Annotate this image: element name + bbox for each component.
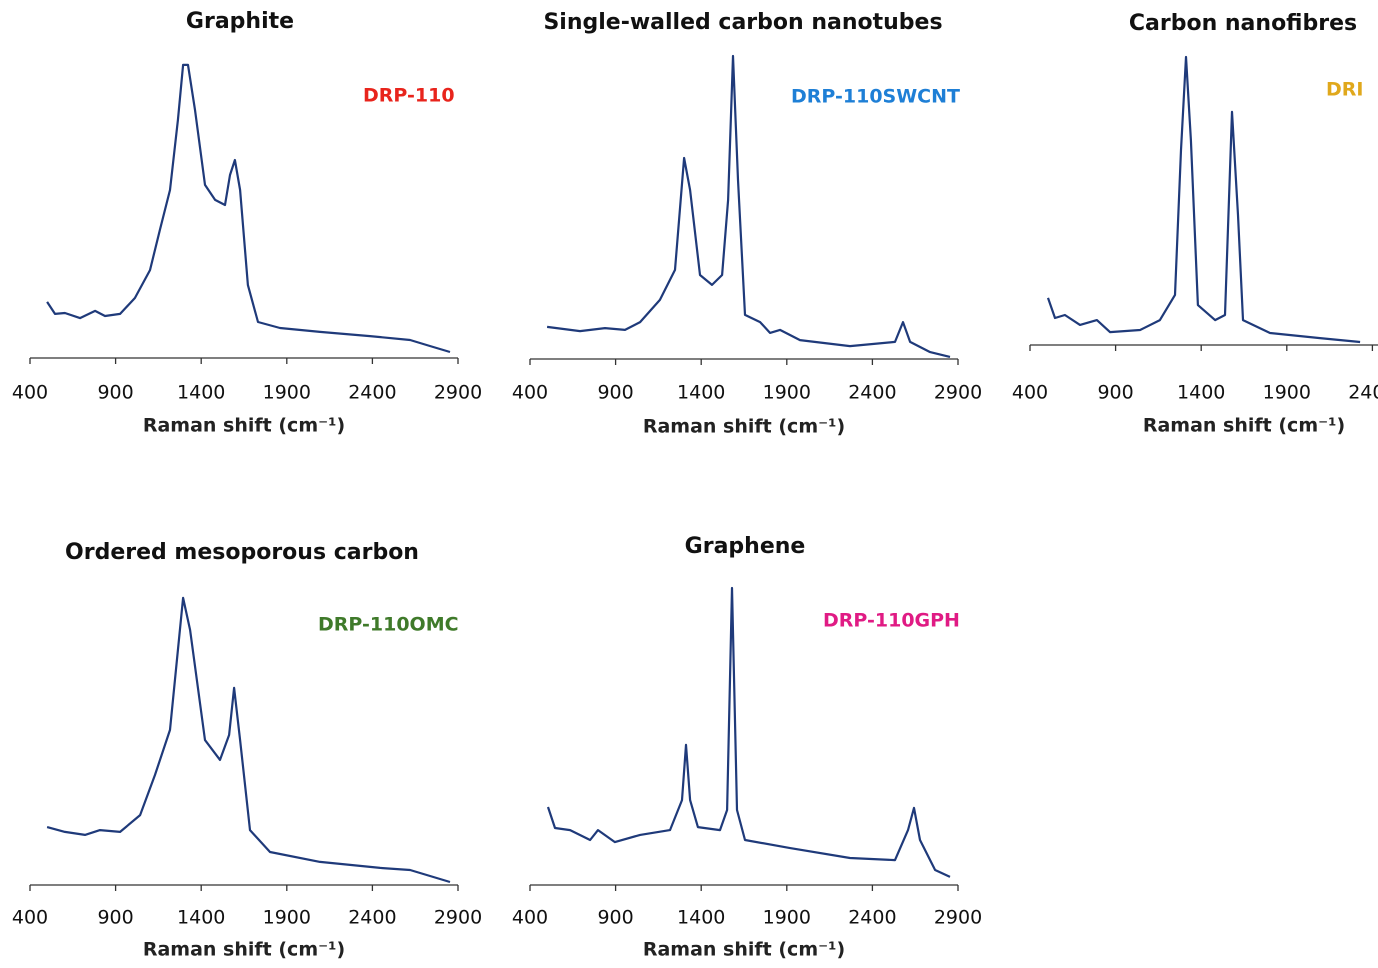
x-tick-label: 400 [1012, 382, 1048, 404]
x-axis-title: Raman shift (cm⁻¹) [1143, 415, 1345, 437]
x-tick-label: 2400 [348, 907, 396, 929]
x-tick-label: 1400 [677, 907, 725, 929]
x-tick-label: 1400 [677, 382, 725, 404]
x-tick-label: 2900 [434, 382, 482, 404]
chart-title: Carbon nanofibres [1129, 11, 1357, 36]
chart-title: Single-walled carbon nanotubes [543, 10, 942, 35]
x-tick-label: 1400 [177, 382, 225, 404]
x-tick-label: 1400 [177, 907, 225, 929]
chart-title: Graphene [685, 534, 806, 559]
series-label: DRP-110SWCNT [791, 86, 960, 108]
x-tick-label: 900 [97, 382, 133, 404]
x-tick-label: 2400 [848, 907, 896, 929]
spectrum-line [46, 63, 451, 354]
chart-title: Graphite [186, 9, 294, 34]
x-tick-label: 2400 [848, 382, 896, 404]
x-axis-title: Raman shift (cm⁻¹) [143, 939, 345, 961]
x-tick-label: 2400 [1348, 382, 1378, 404]
x-tick-label: 400 [512, 907, 548, 929]
spectrum-line [546, 54, 951, 358]
x-tick-label: 1900 [763, 382, 811, 404]
x-tick-label: 1900 [263, 907, 311, 929]
x-axis-title: Raman shift (cm⁻¹) [143, 415, 345, 437]
x-tick-label: 900 [97, 907, 133, 929]
x-tick-label: 2900 [934, 382, 982, 404]
x-tick-label: 900 [1097, 382, 1133, 404]
x-tick-label: 2900 [934, 907, 982, 929]
spectrum-line [546, 586, 951, 878]
x-axis-title: Raman shift (cm⁻¹) [643, 939, 845, 961]
x-tick-label: 1900 [1263, 382, 1311, 404]
x-tick-label: 1900 [763, 907, 811, 929]
series-label: DRP-110 [363, 85, 455, 107]
chart-title: Ordered mesoporous carbon [65, 540, 419, 565]
x-axis-title: Raman shift (cm⁻¹) [643, 416, 845, 438]
series-label: DRI [1326, 79, 1363, 101]
x-tick-label: 1900 [263, 382, 311, 404]
x-tick-label: 400 [512, 382, 548, 404]
x-tick-label: 2900 [434, 907, 482, 929]
x-tick-label: 900 [597, 907, 633, 929]
x-tick-label: 400 [12, 382, 48, 404]
series-label: DRP-110GPH [823, 610, 960, 632]
spectrum-line [1046, 55, 1361, 344]
series-label: DRP-110OMC [318, 614, 459, 636]
x-tick-label: 2400 [348, 382, 396, 404]
x-tick-label: 900 [597, 382, 633, 404]
x-tick-label: 400 [12, 907, 48, 929]
spectrum-line [46, 596, 451, 884]
x-tick-label: 1400 [1177, 382, 1225, 404]
